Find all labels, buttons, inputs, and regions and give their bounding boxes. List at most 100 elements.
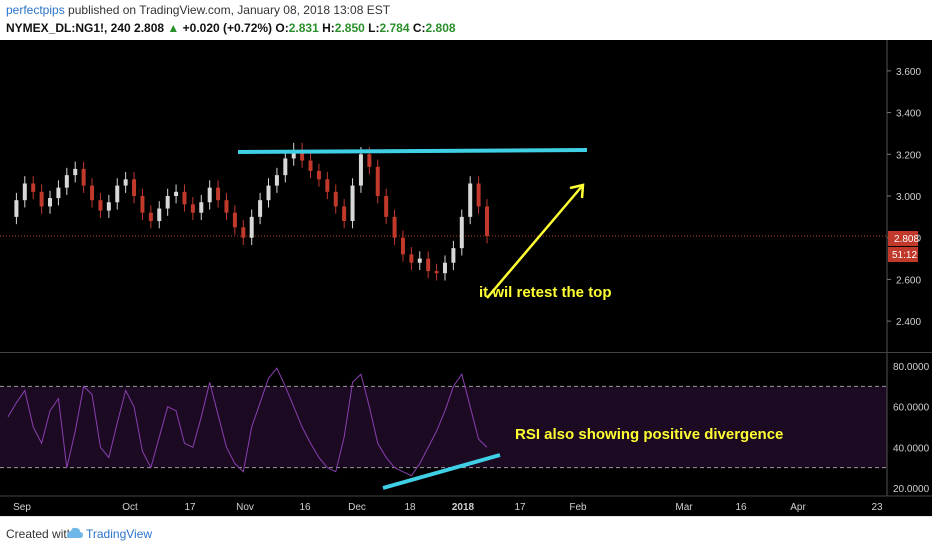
candle-body xyxy=(426,258,431,272)
candle-body xyxy=(300,150,305,161)
time-tick-label: Feb xyxy=(569,502,587,513)
time-tick-label: Apr xyxy=(790,502,806,513)
candle-body xyxy=(232,212,237,228)
symbol-name[interactable]: NYMEX_DL:NG1!, 240 xyxy=(6,21,131,35)
time-tick-label: 17 xyxy=(514,502,526,513)
candles xyxy=(14,142,489,281)
candle-body xyxy=(266,185,271,201)
candle-body xyxy=(442,262,447,274)
candle-body xyxy=(342,206,347,222)
candle-body xyxy=(31,183,36,192)
candle-body xyxy=(207,187,212,203)
candle-body xyxy=(115,185,120,203)
candle-body xyxy=(392,216,397,238)
candle-body xyxy=(216,187,221,201)
candle-body xyxy=(132,179,137,196)
time-tick-label: Sep xyxy=(13,502,31,513)
rsi-tick-label: 40.0000 xyxy=(893,443,930,454)
time-tick-label: Mar xyxy=(675,502,693,513)
candle-body xyxy=(417,258,422,263)
rsi-series-line xyxy=(7,367,488,477)
candle-body xyxy=(148,212,153,222)
candle-body xyxy=(291,150,296,159)
candle-body xyxy=(451,248,456,263)
retest-arrow-shaft xyxy=(486,184,584,299)
time-tick-label: Oct xyxy=(122,502,138,513)
candle-body xyxy=(157,208,162,222)
tradingview-brand-link[interactable]: TradingView xyxy=(86,527,153,541)
candle-body xyxy=(224,200,229,213)
candle-body xyxy=(375,166,380,196)
rsi-divergence-line[interactable] xyxy=(382,453,501,490)
candle-body xyxy=(249,216,254,238)
candle-body xyxy=(140,196,145,213)
retest-arrow[interactable] xyxy=(486,183,585,299)
candle-body xyxy=(90,185,95,201)
up-arrow-icon: ▲ xyxy=(167,21,180,35)
low-label: L: xyxy=(368,21,380,35)
publish-line: perfectpips published on TradingView.com… xyxy=(6,3,390,17)
candle-body xyxy=(22,183,27,201)
candle-body xyxy=(384,196,389,217)
candle-body xyxy=(14,200,19,217)
candle-body xyxy=(81,168,86,186)
price-tick-label: 3.400 xyxy=(896,109,921,120)
time-tick-label: 17 xyxy=(184,502,196,513)
price-tick-label: 3.000 xyxy=(896,192,921,203)
tradingview-logo-icon[interactable] xyxy=(66,526,84,540)
candle-body xyxy=(283,158,288,176)
low-value: 2.784 xyxy=(379,21,410,35)
candle-body xyxy=(258,200,263,217)
resistance-line[interactable] xyxy=(237,148,588,155)
candle-body xyxy=(174,191,179,196)
chart-header: perfectpips published on TradingView.com… xyxy=(0,0,932,40)
candle-body xyxy=(434,271,439,274)
rsi-annotation[interactable]: RSI also showing positive divergence xyxy=(515,426,783,443)
price-tick-label: 2.400 xyxy=(896,317,921,328)
last-price: 2.808 xyxy=(134,21,165,35)
candle-body xyxy=(400,237,405,255)
candle-body xyxy=(39,191,44,207)
retest-annotation[interactable]: it wil retest the top xyxy=(479,284,612,301)
high-value: 2.850 xyxy=(334,21,365,35)
candle-body xyxy=(485,206,489,237)
price-tick-label: 3.600 xyxy=(896,67,921,78)
time-tick-label: Nov xyxy=(236,502,254,513)
candle-body xyxy=(308,160,313,171)
candle-body xyxy=(316,170,321,180)
candle-body xyxy=(358,154,363,186)
high-label: H: xyxy=(322,21,335,35)
retest-arrow-head xyxy=(569,183,585,199)
rsi-band xyxy=(0,386,887,468)
time-axis[interactable]: Sep Oct 17 Nov 16 Dec 18 2018 17 Feb Mar 16 Apr 23 xyxy=(13,502,883,513)
rsi-tick-label: 80.0000 xyxy=(893,362,930,373)
created-with-text: Created with xyxy=(6,527,74,541)
candle-body xyxy=(73,168,78,176)
candle-body xyxy=(123,179,128,186)
candle-body xyxy=(459,216,464,249)
candle-body xyxy=(350,185,355,222)
publish-info: published on TradingView.com, January 08… xyxy=(68,3,391,17)
candle-body xyxy=(476,183,481,207)
candle-body xyxy=(325,179,330,192)
symbol-line: NYMEX_DL:NG1!, 240 2.808 ▲ +0.020 (+0.72… xyxy=(6,21,456,35)
time-tick-label: 2018 xyxy=(452,502,475,513)
last-price-badge xyxy=(888,231,918,246)
candle-body xyxy=(468,183,473,217)
candle-body xyxy=(333,191,338,207)
author-link[interactable]: perfectpips xyxy=(6,3,65,17)
candle-body xyxy=(409,254,414,263)
candle-body xyxy=(98,200,103,211)
candle-body xyxy=(165,196,170,209)
candle-body xyxy=(190,204,195,213)
countdown-badge xyxy=(888,247,918,262)
rsi-tick-label: 20.0000 xyxy=(893,484,930,495)
rsi-axis: 80.0000 60.0000 40.0000 20.0000 xyxy=(893,362,930,495)
candle-body xyxy=(367,154,372,167)
countdown-badge-text: 51:12 xyxy=(892,250,917,261)
candle-body xyxy=(182,191,187,205)
candle-body xyxy=(274,175,279,186)
